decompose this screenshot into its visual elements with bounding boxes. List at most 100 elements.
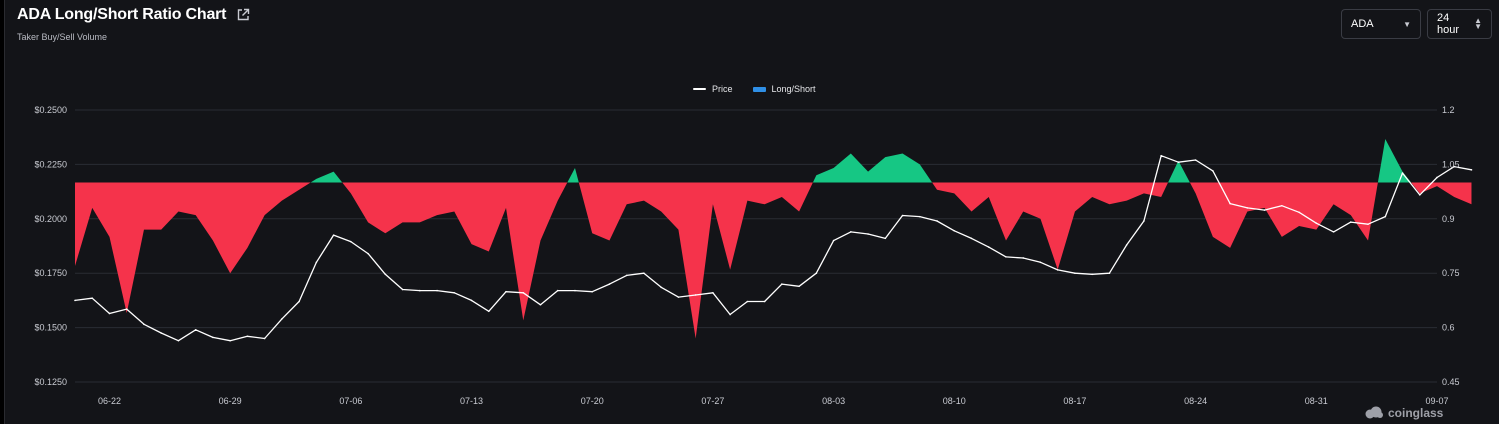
price-point [677, 296, 680, 298]
legend-swatch-long-short [752, 86, 766, 92]
price-point [194, 328, 197, 331]
price-point [625, 274, 628, 277]
y-left-tick-label: $0.2000 [34, 214, 67, 224]
external-link-icon[interactable] [236, 8, 250, 22]
caret-down-icon: ▼ [1403, 19, 1411, 29]
price-line-group [74, 154, 1473, 342]
legend-label-long-short: Long/Short [771, 84, 816, 94]
price-point [936, 220, 938, 222]
price-point [1177, 161, 1180, 164]
y-right-tick-label: 0.75 [1442, 268, 1460, 278]
price-point [1160, 154, 1162, 157]
price-point [177, 339, 180, 342]
price-point [1349, 221, 1352, 223]
long-area [310, 171, 343, 183]
period-select-value: 24 hour [1437, 12, 1460, 36]
price-point [729, 313, 731, 316]
price-point [367, 252, 369, 255]
price-point [574, 289, 576, 292]
x-tick-label: 07-06 [339, 396, 362, 406]
price-point [746, 300, 749, 303]
price-point [1143, 220, 1145, 222]
short-area [578, 182, 813, 339]
short-area [932, 182, 1169, 270]
price-point [901, 214, 904, 217]
x-tick-label: 09-07 [1425, 396, 1448, 406]
price-point [763, 300, 766, 303]
chart-plot-area: $0.2500 $0.2250 $0.2000 $0.1750 $0.1500 $0.12… [34, 105, 1473, 406]
price-point [1315, 222, 1318, 224]
price-point [384, 273, 387, 276]
y-left-tick-label: $0.2500 [34, 105, 67, 115]
x-tick-label: 08-03 [822, 396, 845, 406]
long-area [567, 168, 579, 183]
price-point [1212, 170, 1214, 172]
price-point [970, 237, 973, 240]
price-point [487, 310, 490, 313]
x-tick-label: 07-27 [701, 396, 724, 406]
price-point [591, 290, 594, 293]
price-point [1091, 273, 1093, 276]
legend-item-long-short[interactable]: Long/Short [752, 84, 816, 94]
price-point [108, 312, 111, 315]
price-point [1194, 159, 1197, 161]
price-point [832, 239, 835, 242]
price-point [522, 291, 525, 294]
watermark: coinglass [1365, 406, 1443, 420]
y-left-tick-label: $0.2250 [34, 159, 67, 169]
y-right-tick-label: 0.9 [1442, 214, 1455, 224]
price-point [1229, 202, 1231, 205]
price-point [470, 299, 473, 302]
y-left-tick-label: $0.1750 [34, 268, 67, 278]
legend-label-price: Price [712, 84, 733, 94]
price-point [453, 291, 456, 294]
axis-labels: $0.2500 $0.2250 $0.2000 $0.1750 $0.1500 $0.12… [34, 105, 1459, 406]
price-point [246, 335, 249, 338]
price-point [1022, 257, 1025, 259]
page-title: ADA Long/Short Ratio Chart [17, 6, 227, 23]
price-point [556, 289, 559, 292]
period-select[interactable]: 24 hour ▲ ▼ [1427, 9, 1492, 39]
price-point [125, 308, 128, 310]
price-point [332, 234, 335, 236]
chart-legend: Price Long/Short [693, 84, 816, 94]
price-point [1418, 194, 1421, 196]
short-area [1411, 182, 1472, 205]
price-point [1039, 261, 1042, 264]
long-short-area [75, 139, 1472, 339]
updown-arrows-icon: ▲ ▼ [1474, 16, 1482, 31]
price-point [436, 289, 438, 292]
price-point [1384, 215, 1387, 218]
coinglass-logo-icon [1365, 406, 1383, 419]
x-tick-label: 06-22 [98, 396, 121, 406]
price-point [143, 323, 145, 326]
price-point [987, 246, 990, 248]
short-area [75, 182, 311, 314]
x-tick-label: 06-29 [219, 396, 242, 406]
price-point [867, 233, 869, 235]
price-point [1436, 176, 1438, 179]
y-right-tick-label: 1.2 [1442, 105, 1455, 115]
x-tick-label: 08-31 [1305, 396, 1328, 406]
y-left-tick-label: $0.1500 [34, 323, 67, 333]
price-point [419, 289, 421, 292]
price-point [1125, 244, 1128, 246]
legend-item-price[interactable]: Price [693, 84, 733, 94]
price-point [643, 272, 645, 275]
price-point [1074, 272, 1076, 275]
price-point [160, 332, 163, 334]
title-row: ADA Long/Short Ratio Chart [17, 6, 250, 24]
y-right-tick-label: 0.6 [1442, 323, 1455, 333]
short-area [342, 182, 568, 321]
coin-select[interactable]: ADA ▼ [1341, 9, 1421, 39]
price-point [1453, 165, 1456, 168]
price-line [74, 155, 1472, 342]
price-point [884, 237, 887, 240]
price-point [1005, 256, 1007, 258]
price-point [315, 261, 318, 264]
price-point [401, 288, 404, 291]
price-point [263, 337, 266, 340]
price-point [1246, 207, 1249, 209]
price-point [694, 294, 697, 296]
price-point [918, 215, 921, 218]
